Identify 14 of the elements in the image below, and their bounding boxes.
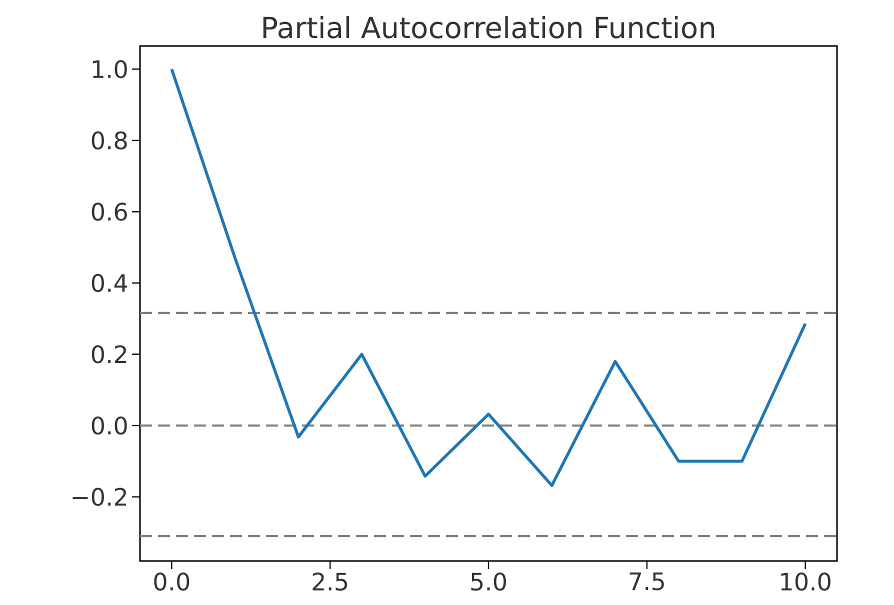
y-tick-label: 0.8 [92,131,127,150]
chart-title: Partial Autocorrelation Function [263,16,714,38]
y-tick-label: 0.4 [92,274,128,292]
x-tick-label: 10.0 [781,572,830,591]
y-tick-label: 0.6 [92,202,127,221]
y-tick-label: 0.2 [92,345,126,364]
line-series [170,68,807,487]
y-tick-label: 0.0 [92,416,127,435]
x-tick-label: 5.0 [471,572,506,591]
y-tick-label: 1.0 [92,60,127,78]
x-tick-label: 2.5 [312,572,348,591]
x-tick-label: 7.5 [630,572,664,590]
x-tick-label: 0.0 [154,572,190,591]
y-tick-label: −0.2 [72,488,126,506]
